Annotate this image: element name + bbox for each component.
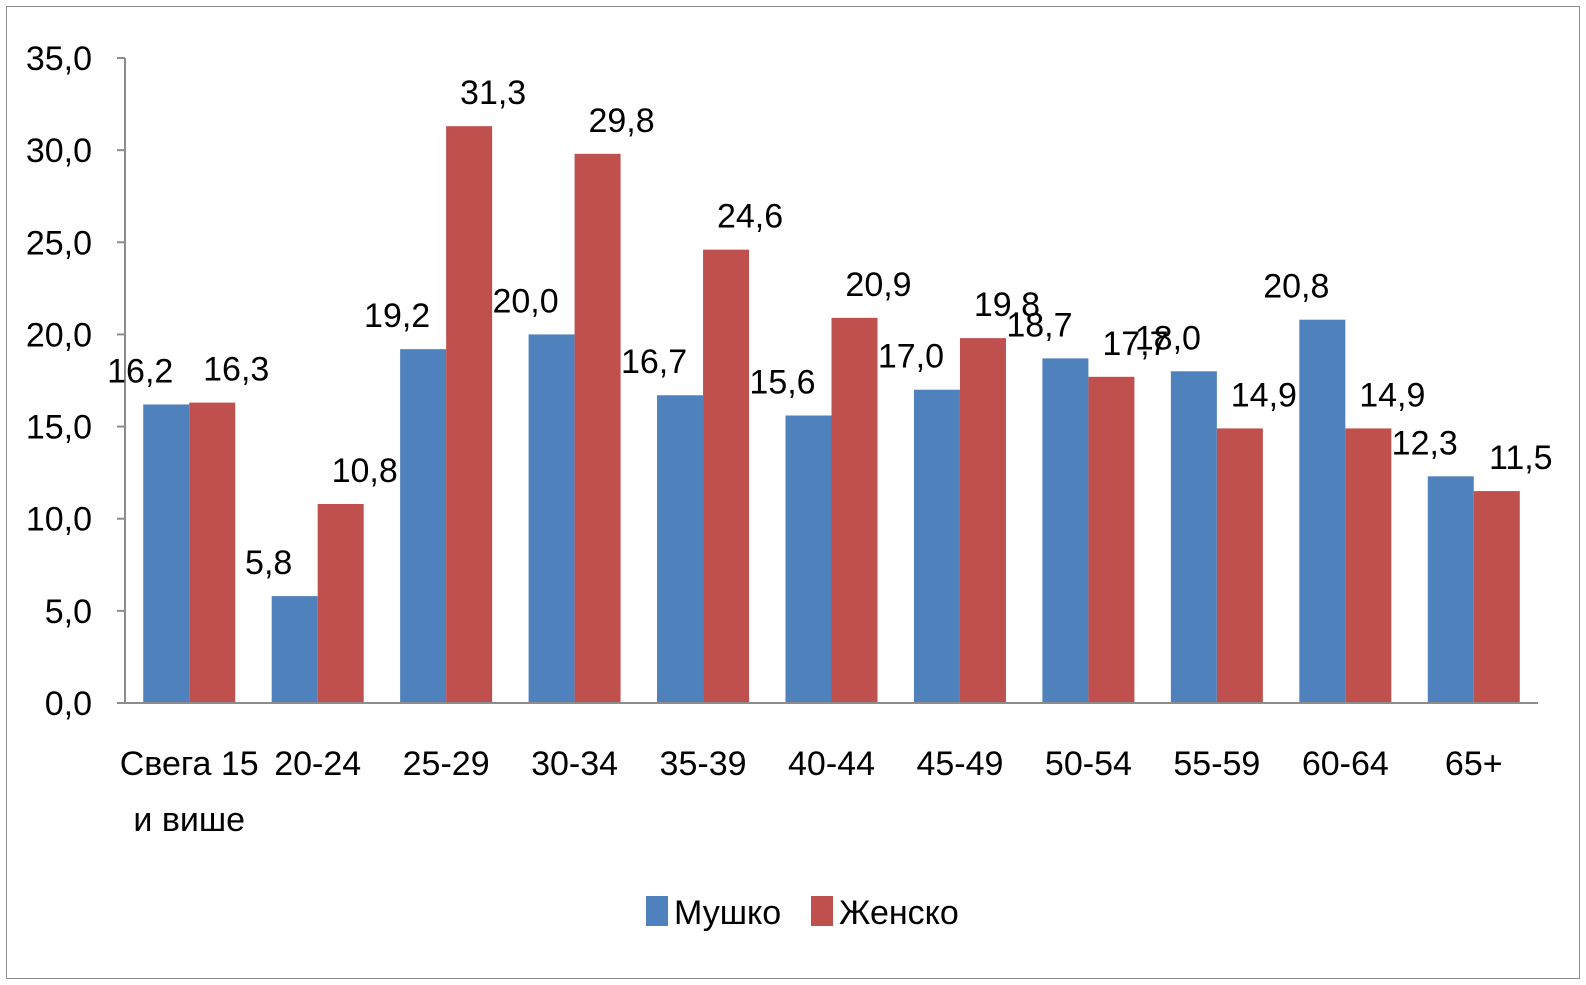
- x-tick-label: 60-64: [1302, 745, 1389, 783]
- bar: [1088, 376, 1135, 703]
- y-tick-label: 35,0: [26, 40, 92, 78]
- data-label: 20,9: [845, 266, 911, 304]
- bar: [400, 349, 447, 703]
- data-label: 10,8: [332, 452, 398, 490]
- bar: [703, 249, 750, 703]
- bar: [574, 153, 621, 704]
- bar: [1299, 319, 1346, 703]
- bar: [959, 338, 1006, 703]
- y-axis: 0,0 5,0 10,0 15,0 20,0 25,0 30,0 35,0: [26, 40, 126, 723]
- y-tick-label: 15,0: [26, 409, 92, 447]
- legend-swatch: [811, 896, 833, 926]
- data-label: 5,8: [245, 544, 292, 582]
- x-tick-label: 30-34: [531, 745, 618, 783]
- bar: [143, 404, 190, 703]
- bars: [143, 126, 1520, 704]
- data-label: 29,8: [588, 102, 654, 140]
- bar: [785, 415, 832, 703]
- bar: [271, 596, 318, 703]
- y-tick-label: 30,0: [26, 132, 92, 170]
- x-tick-label: 20-24: [274, 745, 361, 783]
- bar: [657, 395, 704, 703]
- x-tick-label: 50-54: [1045, 745, 1132, 783]
- bar: [1170, 371, 1217, 703]
- y-tick-label: 20,0: [26, 316, 92, 354]
- x-tick-label: и више: [133, 801, 245, 839]
- bar: [831, 317, 878, 703]
- data-label: 18,0: [1135, 319, 1201, 357]
- bar: [446, 126, 493, 703]
- legend-swatch: [646, 896, 668, 926]
- y-tick-label: 10,0: [26, 501, 92, 539]
- bar: [189, 402, 236, 703]
- bar: [317, 503, 364, 703]
- data-label: 11,5: [1489, 439, 1553, 477]
- bar: [528, 334, 575, 703]
- data-label: 15,6: [749, 364, 815, 402]
- bar: [1345, 428, 1392, 703]
- x-tick-label: 65+: [1445, 745, 1503, 783]
- data-labels: 16,2 16,3 5,8 10,8 19,2 31,3 20,0 29,8 16,7 24,6 1…: [107, 74, 1552, 582]
- data-label: 31,3: [460, 74, 526, 112]
- legend-label: Мушко: [674, 894, 781, 932]
- bar: [913, 389, 960, 703]
- data-label: 16,7: [621, 343, 687, 381]
- data-label: 17,7: [1102, 325, 1168, 363]
- x-tick-label: Свега 15: [120, 745, 259, 783]
- y-tick-label: 5,0: [45, 593, 92, 631]
- data-label: 24,6: [717, 198, 783, 236]
- data-label: 18,7: [1006, 306, 1072, 344]
- x-tick-label: 55-59: [1173, 745, 1260, 783]
- x-tick-label: 45-49: [916, 745, 1003, 783]
- x-axis: Свега 15 и више 20-24 25-29 30-34 35-39 40-44 4…: [120, 702, 1538, 839]
- data-label: 16,3: [203, 351, 269, 389]
- bar: [1427, 476, 1474, 703]
- x-tick-label: 25-29: [403, 745, 490, 783]
- data-label: 16,2: [107, 352, 173, 390]
- y-tick-label: 0,0: [45, 685, 92, 723]
- y-tick-label: 25,0: [26, 224, 92, 262]
- data-label: 20,8: [1263, 268, 1329, 306]
- bar: [1042, 358, 1089, 703]
- data-label: 19,2: [364, 297, 430, 335]
- legend-label: Женско: [839, 894, 959, 932]
- bar: [1473, 491, 1520, 703]
- data-label: 12,3: [1392, 424, 1458, 462]
- data-label: 19,8: [974, 286, 1040, 324]
- legend: Мушко Женско: [646, 894, 959, 932]
- data-label: 14,9: [1231, 376, 1297, 414]
- data-label: 17,0: [878, 338, 944, 376]
- data-label: 14,9: [1359, 376, 1425, 414]
- data-label: 20,0: [492, 282, 558, 320]
- x-tick-label: 40-44: [788, 745, 875, 783]
- x-tick-label: 35-39: [660, 745, 747, 783]
- bar: [1216, 428, 1263, 703]
